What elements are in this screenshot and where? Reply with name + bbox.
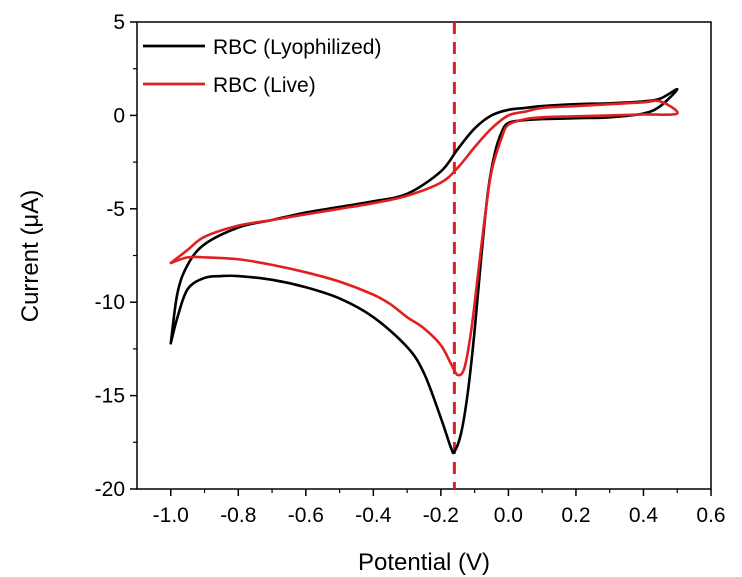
series-line-0 xyxy=(169,87,679,455)
x-tick-label: -0.8 xyxy=(220,504,256,527)
x-tick-label: -0.6 xyxy=(288,504,324,527)
y-tick-label: -20 xyxy=(95,478,125,501)
x-tick-label: -1.0 xyxy=(153,504,189,527)
y-tick-label: 5 xyxy=(113,11,125,34)
ticks-group: -1.0 -0.8 -0.6 -0.4 -0.2 0.0 0.2 0.4 0.6 5 0 -5 -10 -… xyxy=(95,11,726,527)
x-tick-label: -0.2 xyxy=(423,504,459,527)
legend: RBC (Lyophilized) RBC (Live) xyxy=(143,36,381,97)
series-line-1 xyxy=(169,99,679,377)
y-tick-label: -15 xyxy=(95,385,125,408)
y-tick-label: -10 xyxy=(95,291,125,314)
x-tick-label: 0.0 xyxy=(494,504,523,527)
legend-label-1: RBC (Live) xyxy=(213,74,316,97)
x-tick-label: 0.4 xyxy=(629,504,659,527)
x-tick-label: -0.4 xyxy=(355,504,392,527)
y-axis-label: Current (μA) xyxy=(17,190,44,323)
y-tick-label: -5 xyxy=(106,198,125,221)
x-tick-label: 0.2 xyxy=(561,504,590,527)
legend-label-0: RBC (Lyophilized) xyxy=(213,36,381,59)
y-tick-label: 0 xyxy=(113,104,125,127)
x-tick-label: 0.6 xyxy=(696,504,725,527)
x-axis-label: Potential (V) xyxy=(358,549,490,576)
series-group xyxy=(169,87,679,455)
